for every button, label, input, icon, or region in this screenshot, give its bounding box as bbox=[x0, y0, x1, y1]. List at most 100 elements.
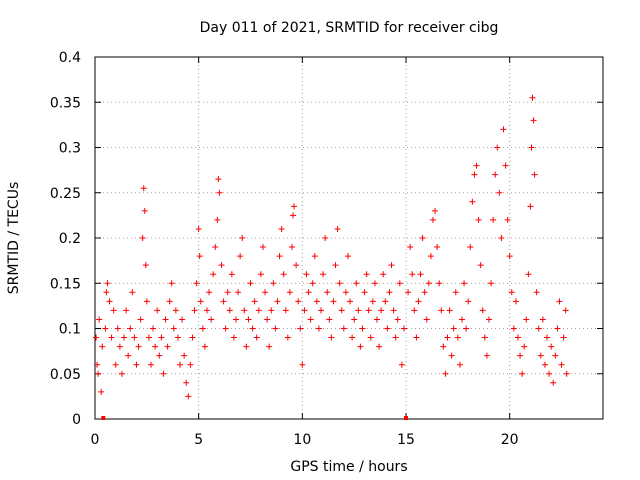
data-point bbox=[338, 307, 345, 314]
gap-marker bbox=[101, 416, 106, 420]
data-point bbox=[365, 307, 372, 314]
data-point bbox=[284, 334, 291, 341]
data-point bbox=[438, 307, 445, 314]
data-point bbox=[500, 126, 507, 133]
data-point bbox=[485, 316, 492, 323]
data-point bbox=[170, 325, 177, 332]
data-point bbox=[492, 171, 499, 178]
y-tick-label: 0.05 bbox=[50, 367, 81, 383]
data-point bbox=[394, 316, 401, 323]
data-point bbox=[546, 370, 553, 377]
data-point bbox=[286, 289, 293, 296]
data-points bbox=[93, 94, 570, 400]
grid-lines bbox=[95, 57, 603, 419]
data-point bbox=[344, 253, 351, 260]
data-point bbox=[347, 298, 354, 305]
data-point bbox=[299, 361, 306, 368]
data-point bbox=[398, 361, 405, 368]
data-point bbox=[143, 298, 150, 305]
data-point bbox=[537, 352, 544, 359]
data-point bbox=[477, 262, 484, 269]
data-point bbox=[444, 334, 451, 341]
data-point bbox=[473, 162, 480, 169]
data-point bbox=[548, 343, 555, 350]
data-point bbox=[270, 280, 277, 287]
data-point bbox=[560, 334, 567, 341]
data-point bbox=[199, 325, 206, 332]
x-tick-label: 20 bbox=[501, 432, 519, 448]
data-point bbox=[230, 334, 237, 341]
data-point bbox=[423, 316, 430, 323]
data-point bbox=[409, 271, 416, 278]
data-point bbox=[259, 244, 266, 251]
data-point bbox=[535, 325, 542, 332]
data-point bbox=[166, 298, 173, 305]
data-point bbox=[201, 343, 208, 350]
data-point bbox=[108, 334, 115, 341]
data-point bbox=[147, 361, 154, 368]
x-tick-label: 0 bbox=[91, 432, 100, 448]
data-point bbox=[496, 189, 503, 196]
data-point bbox=[382, 298, 389, 305]
data-point bbox=[96, 316, 103, 323]
data-point bbox=[185, 393, 192, 400]
chart-title: Day 011 of 2021, SRMTID for receiver cib… bbox=[200, 20, 499, 36]
data-point bbox=[550, 379, 557, 386]
data-point bbox=[187, 361, 194, 368]
data-point bbox=[334, 225, 341, 232]
data-point bbox=[210, 271, 217, 278]
data-point bbox=[373, 316, 380, 323]
data-point bbox=[224, 289, 231, 296]
data-point bbox=[405, 289, 412, 296]
data-point bbox=[539, 316, 546, 323]
data-point bbox=[203, 307, 210, 314]
data-point bbox=[162, 316, 169, 323]
data-point bbox=[556, 298, 563, 305]
data-point bbox=[183, 379, 190, 386]
data-point bbox=[363, 271, 370, 278]
data-point bbox=[413, 334, 420, 341]
data-point bbox=[116, 343, 123, 350]
data-point bbox=[508, 289, 515, 296]
data-point bbox=[523, 316, 530, 323]
data-point bbox=[160, 370, 167, 377]
data-point bbox=[214, 216, 221, 223]
y-tick-label: 0.15 bbox=[50, 276, 81, 292]
data-point bbox=[326, 316, 333, 323]
data-point bbox=[415, 298, 422, 305]
data-point bbox=[315, 325, 322, 332]
data-point bbox=[479, 307, 486, 314]
data-point bbox=[442, 370, 449, 377]
data-point bbox=[276, 253, 283, 260]
data-point bbox=[189, 334, 196, 341]
data-point bbox=[318, 307, 325, 314]
data-point bbox=[94, 361, 101, 368]
data-point bbox=[446, 307, 453, 314]
data-point bbox=[361, 289, 368, 296]
data-point bbox=[541, 361, 548, 368]
data-point bbox=[357, 343, 364, 350]
data-point bbox=[196, 253, 203, 260]
data-point bbox=[554, 325, 561, 332]
data-point bbox=[245, 316, 252, 323]
data-point bbox=[320, 271, 327, 278]
data-point bbox=[562, 307, 569, 314]
data-point bbox=[465, 298, 472, 305]
data-point bbox=[324, 289, 331, 296]
data-point bbox=[154, 307, 161, 314]
data-point bbox=[481, 334, 488, 341]
data-point bbox=[129, 289, 136, 296]
x-tick-label: 10 bbox=[293, 432, 311, 448]
data-point bbox=[454, 334, 461, 341]
data-point bbox=[504, 216, 511, 223]
data-point bbox=[322, 235, 329, 241]
data-point bbox=[164, 343, 171, 350]
data-point bbox=[307, 316, 314, 323]
data-point bbox=[429, 216, 436, 223]
y-tick-label: 0.4 bbox=[59, 50, 81, 66]
data-point bbox=[218, 262, 225, 269]
x-tick-label: 5 bbox=[194, 432, 203, 448]
data-point bbox=[290, 212, 297, 219]
data-point bbox=[118, 370, 125, 377]
data-point bbox=[471, 171, 478, 178]
